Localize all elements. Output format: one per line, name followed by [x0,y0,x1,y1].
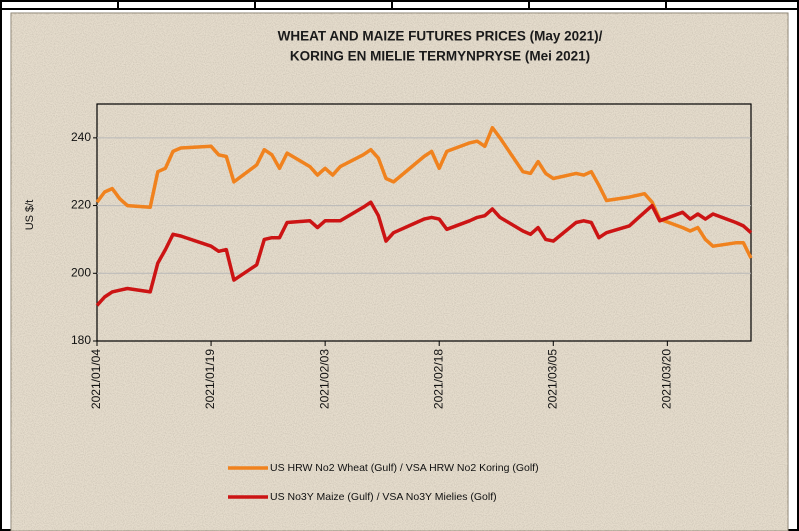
x-tick-label: 2021/02/18 [431,349,445,409]
y-tick-label: 200 [71,265,91,279]
plot-area [96,103,752,342]
y-tick-label: 180 [71,333,91,347]
x-tick-label: 2021/02/03 [317,349,331,409]
x-tick-label: 2021/03/05 [545,349,559,409]
series-line [95,125,753,259]
y-tick-label: 220 [71,198,91,212]
series-line [95,200,753,307]
x-tick-label: 2021/01/19 [203,349,217,409]
chart-title: WHEAT AND MAIZE FUTURES PRICES (May 2021… [278,29,603,44]
x-tick-label: 2021/03/20 [660,349,674,409]
legend-label: US HRW No2 Wheat (Gulf) / VSA HRW No2 Ko… [270,462,539,474]
chart-title: KORING EN MIELIE TERMYNPRYSE (Mei 2021) [290,49,590,64]
x-tick-label: 2021/01/04 [89,349,103,409]
y-tick-label: 240 [71,130,91,144]
y-axis-label: US $/t [24,200,36,231]
legend-label: US No3Y Maize (Gulf) / VSA No3Y Mielies … [270,491,497,503]
